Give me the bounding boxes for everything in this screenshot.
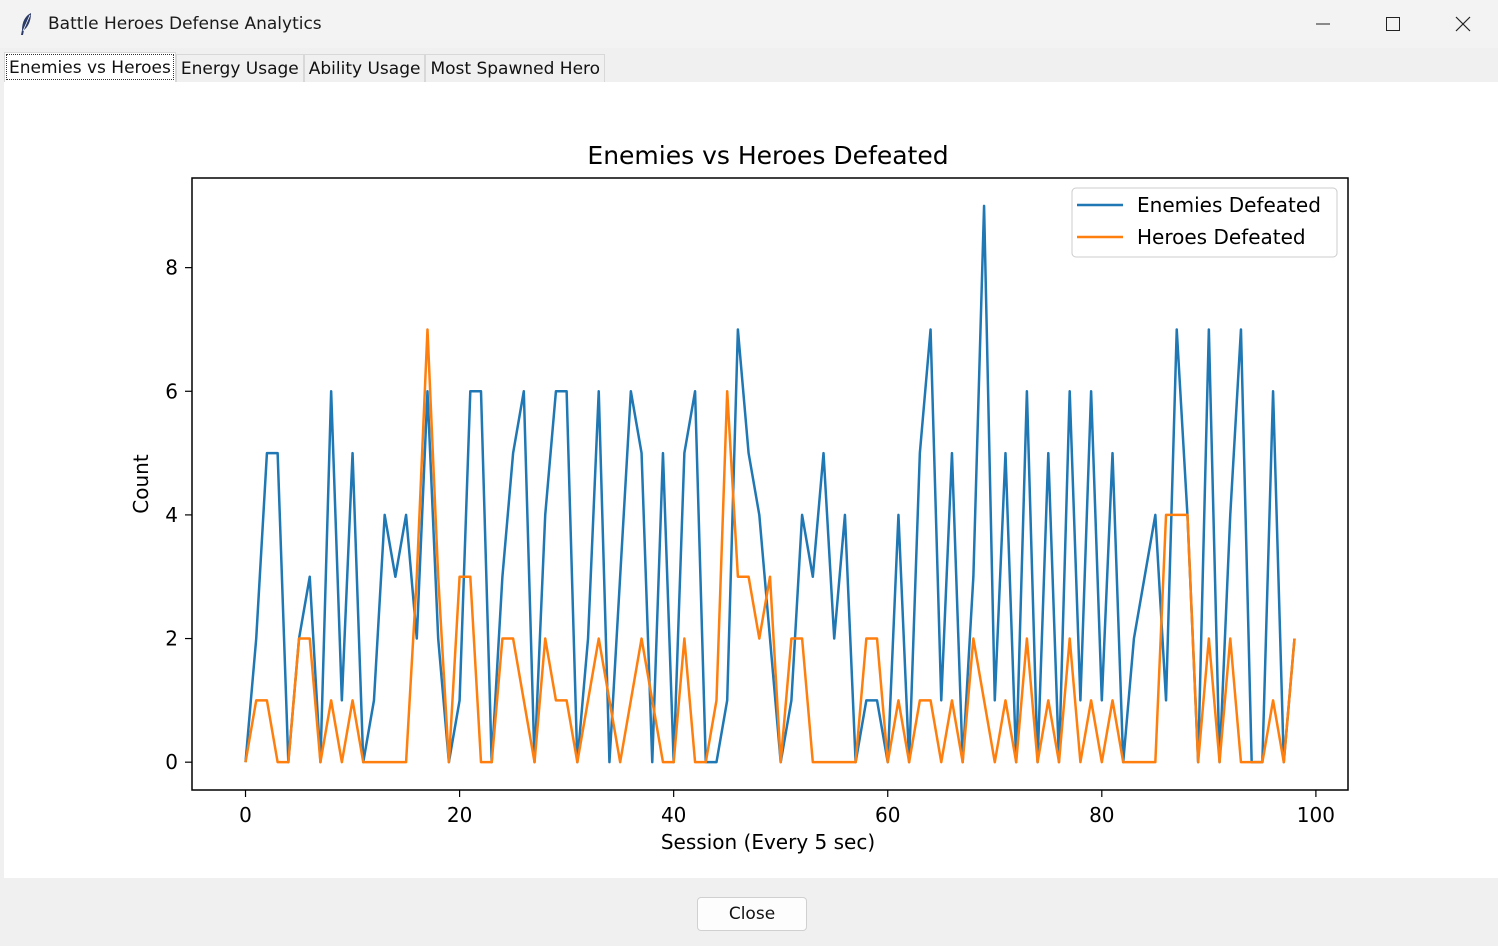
feather-icon — [16, 12, 36, 36]
y-tick-label: 4 — [165, 503, 178, 527]
x-tick-label: 20 — [447, 803, 472, 827]
y-tick-label: 0 — [165, 750, 178, 774]
tab-most-spawned-hero[interactable]: Most Spawned Hero — [425, 54, 606, 82]
x-tick-label: 40 — [661, 803, 686, 827]
tab-bar: Enemies vs Heroes Energy Usage Ability U… — [4, 50, 606, 82]
line-chart: Enemies vs Heroes Defeated 0 20 40 60 80 100 0… — [129, 141, 1349, 854]
tab-ability-usage[interactable]: Ability Usage — [303, 54, 426, 82]
x-tick-label: 60 — [875, 803, 900, 827]
chart-panel: Enemies vs Heroes Defeated 0 20 40 60 80 100 0… — [4, 82, 1498, 878]
chart-title: Enemies vs Heroes Defeated — [587, 141, 948, 170]
y-tick-label: 2 — [165, 627, 178, 651]
title-bar[interactable]: Battle Heroes Defense Analytics — [0, 0, 1498, 48]
legend-label-heroes: Heroes Defeated — [1137, 225, 1306, 249]
close-window-button[interactable] — [1428, 0, 1498, 48]
x-tick-label: 0 — [239, 803, 252, 827]
x-axis-label: Session (Every 5 sec) — [661, 830, 875, 854]
y-tick-label: 8 — [165, 256, 178, 280]
minimize-button[interactable] — [1288, 0, 1358, 48]
chart-legend: Enemies Defeated Heroes Defeated — [1071, 187, 1338, 258]
x-tick-label: 80 — [1089, 803, 1114, 827]
tab-enemies-vs-heroes[interactable]: Enemies vs Heroes — [4, 52, 176, 82]
maximize-icon — [1386, 17, 1400, 31]
series-line-heroes — [244, 328, 1296, 764]
x-tick-label: 100 — [1297, 803, 1335, 827]
window-title: Battle Heroes Defense Analytics — [48, 14, 322, 34]
close-button[interactable]: Close — [697, 897, 807, 931]
y-tick-label: 6 — [165, 379, 178, 403]
close-icon — [1455, 16, 1471, 32]
tab-energy-usage[interactable]: Energy Usage — [175, 54, 304, 82]
legend-label-enemies: Enemies Defeated — [1137, 193, 1321, 217]
series-line-enemies — [244, 204, 1296, 764]
minimize-icon — [1316, 23, 1330, 25]
axes-frame — [191, 177, 1349, 791]
y-axis-label: Count — [129, 454, 153, 514]
window-controls — [1288, 0, 1498, 48]
maximize-button[interactable] — [1358, 0, 1428, 48]
